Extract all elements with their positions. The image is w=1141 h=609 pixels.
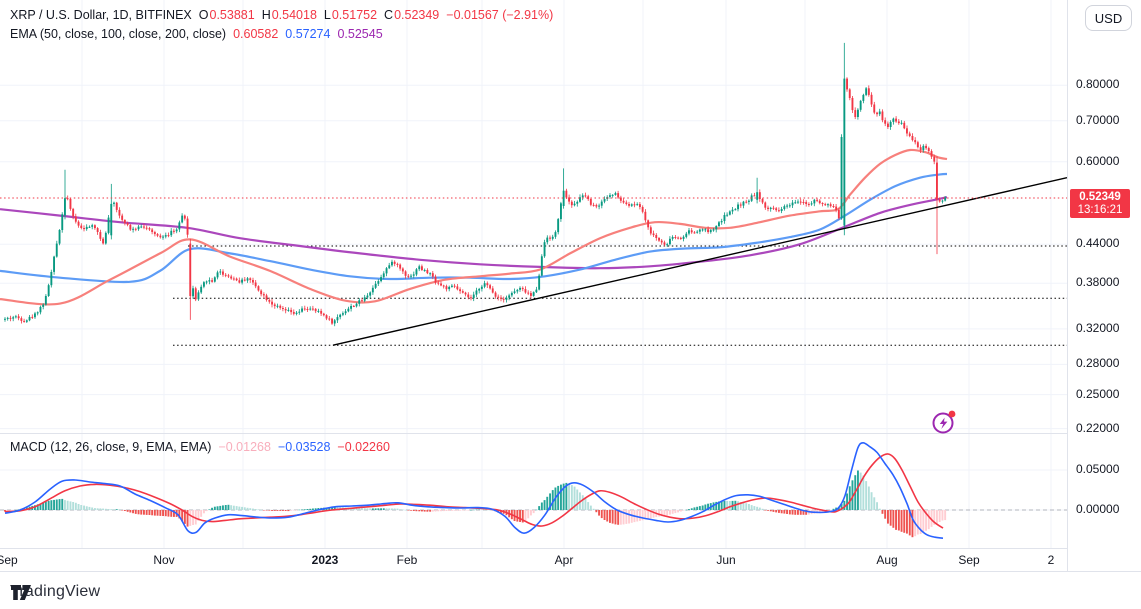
change-value: −0.01567 (−2.91%) [446, 8, 554, 22]
notification-dot [948, 410, 956, 418]
time-tick-label: Feb [396, 553, 418, 567]
time-tick-label: 2023 [311, 553, 339, 567]
price-tick-label: 0.32000 [1076, 321, 1120, 335]
ema50-value: 0.60582 [233, 27, 279, 41]
price-tick-label: 0.60000 [1076, 154, 1120, 168]
last-price: 0.52349 [1079, 190, 1121, 203]
price-chart-pane[interactable] [0, 0, 1067, 433]
time-tick-label: Sep [0, 553, 18, 567]
macd-tick-label: 0.00000 [1076, 502, 1120, 516]
macd-line-value: −0.03528 [277, 440, 331, 454]
price-tick-label: 0.38000 [1076, 275, 1120, 289]
symbol-title: XRP / U.S. Dollar, 1D, BITFINEX [10, 8, 192, 22]
ema200-value: 0.52545 [337, 27, 383, 41]
time-tick-label: Apr [554, 553, 574, 567]
ohlc-low: L 0.51752 [323, 8, 378, 22]
time-axis[interactable]: Sep Nov 2023 Feb Apr Jun Aug Sep 2 [0, 549, 1067, 571]
price-tick-label: 0.80000 [1076, 77, 1120, 91]
price-tick-label: 0.22000 [1076, 421, 1120, 435]
ohlc-high: H 0.54018 [261, 8, 317, 22]
price-tick-label: 0.70000 [1076, 113, 1120, 127]
pane-separator[interactable] [0, 433, 1141, 434]
macd-tick-label: 0.05000 [1076, 462, 1120, 476]
ema-legend-label: EMA (50, close, 100, close, 200, close) [10, 27, 227, 41]
price-axis[interactable]: 0.52349 13:16:21 0.80000 0.70000 0.60000 0.… [1068, 0, 1141, 571]
symbol-legend[interactable]: XRP / U.S. Dollar, 1D, BITFINEX O 0.53881… [10, 8, 553, 22]
footer-bar: TradingView [0, 572, 1141, 609]
lightning-icon [939, 417, 948, 429]
macd-signal-value: −0.02260 [337, 440, 390, 454]
bar-countdown: 13:16:21 [1077, 203, 1123, 216]
tradingview-logo-icon [11, 584, 31, 600]
macd-pane[interactable] [0, 434, 1067, 548]
macd-legend-label: MACD (12, 26, close, 9, EMA, EMA) [10, 440, 212, 454]
price-tick-label: 0.25000 [1076, 387, 1120, 401]
flash-idea-button[interactable] [931, 409, 957, 435]
time-tick-label: Jun [716, 553, 736, 567]
ohlc-close: C 0.52349 [384, 8, 440, 22]
time-tick-label: Aug [876, 553, 898, 567]
time-tick-label: 2 [1047, 553, 1055, 567]
ema-legend[interactable]: EMA (50, close, 100, close, 200, close) … [10, 27, 383, 41]
macd-legend[interactable]: MACD (12, 26, close, 9, EMA, EMA) −0.012… [10, 440, 390, 454]
price-tick-label: 0.44000 [1076, 236, 1120, 250]
time-tick-label: Sep [958, 553, 980, 567]
tradingview-logo-link[interactable]: TradingView [10, 583, 100, 601]
macd-hist-value: −0.01268 [218, 440, 271, 454]
last-price-badge: 0.52349 13:16:21 [1070, 189, 1130, 218]
tradingview-logo-text: TradingView [10, 583, 101, 600]
ema100-value: 0.57274 [285, 27, 331, 41]
time-tick-label: Nov [153, 553, 175, 567]
currency-toggle-button[interactable]: USD [1085, 5, 1132, 31]
footer-separator [0, 571, 1141, 572]
price-axis-border [1067, 0, 1068, 571]
ohlc-open: O 0.53881 [198, 8, 255, 22]
macd-bottom-separator [0, 548, 1141, 549]
price-tick-label: 0.28000 [1076, 356, 1120, 370]
